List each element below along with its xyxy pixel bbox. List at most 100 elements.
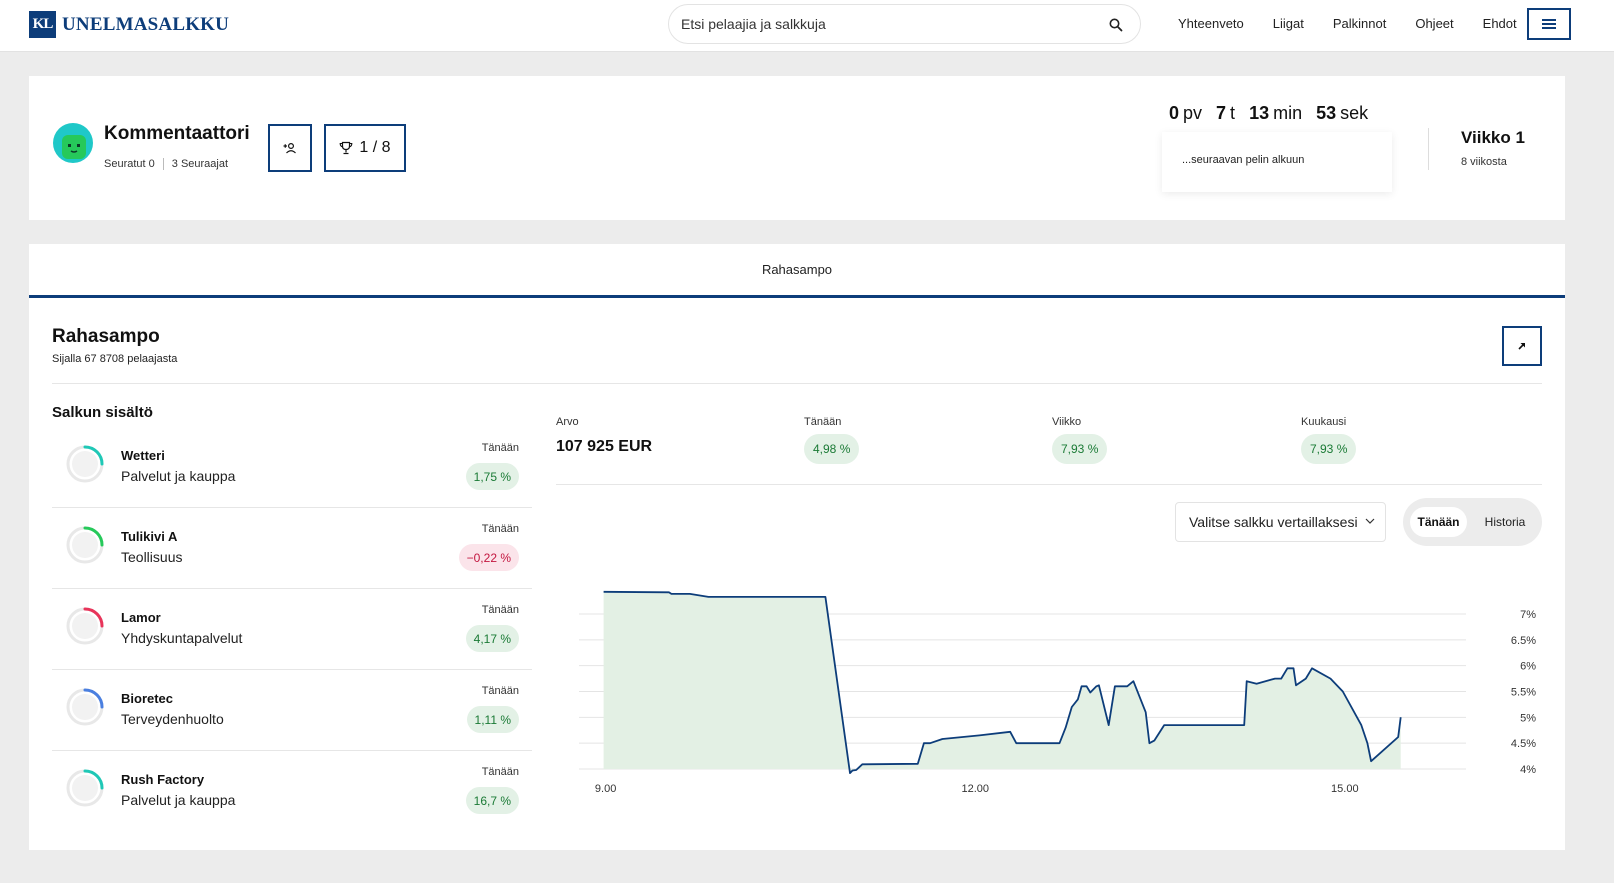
chart-area	[603, 591, 1401, 774]
chart-series-line	[603, 590, 1402, 774]
menu-button[interactable]	[1527, 8, 1571, 40]
main-nav: Yhteenveto Liigat Palkinnot Ohjeet Ehdot	[1178, 16, 1517, 31]
avatar[interactable]	[53, 123, 93, 163]
holding-sector: Terveydenhuolto	[121, 711, 224, 727]
portfolio-chart: 7% 6.5% 6% 5.5% 5% 4.5% 4% 9.00 12.00 15.00	[579, 590, 1536, 795]
holdings-list: Wetteri Palvelut ja kauppa Tänään 1,75 %…	[52, 427, 532, 832]
kpi-month: Kuukausi 7,93 %	[1301, 416, 1357, 464]
kpi-today-badge: 4,98 %	[804, 434, 860, 464]
holding-row[interactable]: Bioretec Terveydenhuolto Tänään 1,11 %	[52, 670, 532, 751]
chart-x-tick-label: 15.00	[1331, 783, 1359, 795]
tab-rahasampo[interactable]: Rahasampo	[761, 262, 833, 277]
kpi-value: Arvo 107 925 EUR	[556, 416, 652, 456]
holding-change-badge: 1,75 %	[465, 463, 519, 490]
toggle-history[interactable]: Historia	[1484, 515, 1526, 529]
portfolio-kpis: Arvo 107 925 EUR Tänään 4,98 % Viikko 7,…	[556, 416, 1542, 484]
logo-mark: KL	[29, 11, 56, 38]
chart-y-tick-label: 4.5%	[1511, 738, 1536, 750]
portfolio-tabs: Rahasampo	[29, 244, 1565, 298]
holding-name: Rush Factory	[121, 772, 205, 787]
holding-ring-icon	[66, 769, 104, 807]
chart-y-tick-label: 4%	[1520, 764, 1536, 776]
kpi-week-label: Viikko	[1052, 416, 1082, 428]
compare-select-value: Valitse salkku vertaillaksesi	[1189, 514, 1358, 530]
trophy-count: 1 / 8	[359, 139, 391, 156]
divider	[52, 383, 1542, 384]
holding-sector: Yhdyskuntapalvelut	[121, 630, 243, 646]
trophy-icon	[340, 141, 353, 155]
kpi-today: Tänään 4,98 %	[804, 416, 860, 464]
nav-yhteenveto[interactable]: Yhteenveto	[1178, 16, 1244, 31]
followers-count[interactable]: 3 Seuraajat	[171, 158, 229, 170]
kpi-value-amount: 107 925 EUR	[556, 438, 653, 455]
follow-button[interactable]	[268, 124, 312, 172]
holding-name: Bioretec	[121, 691, 174, 706]
compare-portfolio-select[interactable]: Valitse salkku vertaillaksesi	[1175, 502, 1386, 542]
holding-change-badge: 1,11 %	[466, 706, 519, 733]
logo[interactable]: KL UNELMASALKKU	[29, 11, 229, 38]
avatar-face-icon	[62, 135, 86, 159]
countdown-caption-box: ...seuraavan pelin alkuun	[1162, 132, 1392, 192]
following-count[interactable]: Seuratut 0	[104, 158, 155, 170]
profile-card: Kommentaattori Seuratut 0 3 Seuraajat 1 …	[29, 76, 1565, 220]
countdown-minutes: 13 min	[1249, 103, 1303, 123]
holding-today-label: Tänään	[481, 442, 519, 454]
holding-row[interactable]: Rush Factory Palvelut ja kauppa Tänään 1…	[52, 751, 532, 832]
follow-stats: Seuratut 0 3 Seuraajat	[104, 158, 228, 170]
toggle-today[interactable]: Tänään	[1410, 507, 1467, 537]
holding-name: Wetteri	[121, 448, 165, 463]
profile-name: Kommentaattori	[104, 123, 250, 144]
holding-today-label: Tänään	[481, 604, 519, 616]
search-input[interactable]	[681, 13, 1101, 35]
chart-y-tick-label: 7%	[1520, 609, 1536, 621]
nav-ehdot[interactable]: Ehdot	[1482, 16, 1517, 31]
divider	[162, 158, 164, 170]
holding-row[interactable]: Tulikivi A Teollisuus Tänään −0,22 %	[52, 508, 532, 589]
holding-today-label: Tänään	[481, 523, 519, 535]
hamburger-icon	[1542, 19, 1556, 29]
holding-row[interactable]: Wetteri Palvelut ja kauppa Tänään 1,75 %	[52, 427, 532, 508]
nav-palkinnot[interactable]: Palkinnot	[1332, 16, 1387, 31]
kpi-week: Viikko 7,93 %	[1052, 416, 1108, 464]
holding-sector: Teollisuus	[121, 549, 183, 565]
top-bar: KL UNELMASALKKU Yhteenveto Liigat Palkin…	[0, 0, 1614, 52]
expand-button[interactable]	[1502, 326, 1542, 366]
add-user-icon	[283, 142, 296, 154]
kpi-month-badge: 7,93 %	[1301, 434, 1357, 464]
chart-y-tick-label: 6%	[1520, 661, 1536, 673]
kpi-month-label: Kuukausi	[1301, 416, 1347, 428]
holding-today-label: Tänään	[481, 766, 519, 778]
portfolio-title: Rahasampo	[52, 326, 160, 347]
holdings-title: Salkun sisältö	[52, 404, 153, 421]
week-title: Viikko 1	[1461, 128, 1525, 147]
kpi-week-badge: 7,93 %	[1052, 434, 1108, 464]
holding-sector: Palvelut ja kauppa	[121, 792, 236, 808]
divider	[556, 484, 1542, 485]
kpi-today-label: Tänään	[804, 416, 842, 428]
arrow-up-right-icon	[1518, 342, 1526, 350]
divider	[1428, 128, 1429, 170]
chart-y-tick-label: 5.5%	[1511, 687, 1536, 699]
nav-ohjeet[interactable]: Ohjeet	[1415, 16, 1454, 31]
logo-text: UNELMASALKKU	[62, 13, 230, 35]
chart-y-tick-label: 6.5%	[1511, 635, 1536, 647]
holding-sector: Palvelut ja kauppa	[121, 468, 236, 484]
nav-liigat[interactable]: Liigat	[1272, 16, 1304, 31]
search-box	[668, 4, 1141, 44]
holding-row[interactable]: Lamor Yhdyskuntapalvelut Tänään 4,17 %	[52, 589, 532, 670]
chart-x-tick-label: 9.00	[595, 783, 616, 795]
trophy-button[interactable]: 1 / 8	[324, 124, 406, 172]
holding-change-badge: −0,22 %	[458, 544, 519, 571]
chevron-down-icon	[1365, 518, 1375, 524]
countdown-days: 0 pv	[1169, 103, 1203, 123]
holding-name: Tulikivi A	[121, 529, 178, 544]
holding-today-label: Tänään	[481, 685, 519, 697]
holding-ring-icon	[66, 688, 104, 726]
countdown-caption: ...seuraavan pelin alkuun	[1182, 154, 1305, 166]
holding-name: Lamor	[121, 610, 161, 625]
chart-x-tick-label: 12.00	[961, 783, 989, 795]
chart-y-tick-label: 5%	[1520, 712, 1536, 724]
search-icon[interactable]	[1108, 17, 1124, 33]
portfolio-card: Rahasampo Rahasampo Sijalla 67 8708 pela…	[29, 244, 1565, 850]
